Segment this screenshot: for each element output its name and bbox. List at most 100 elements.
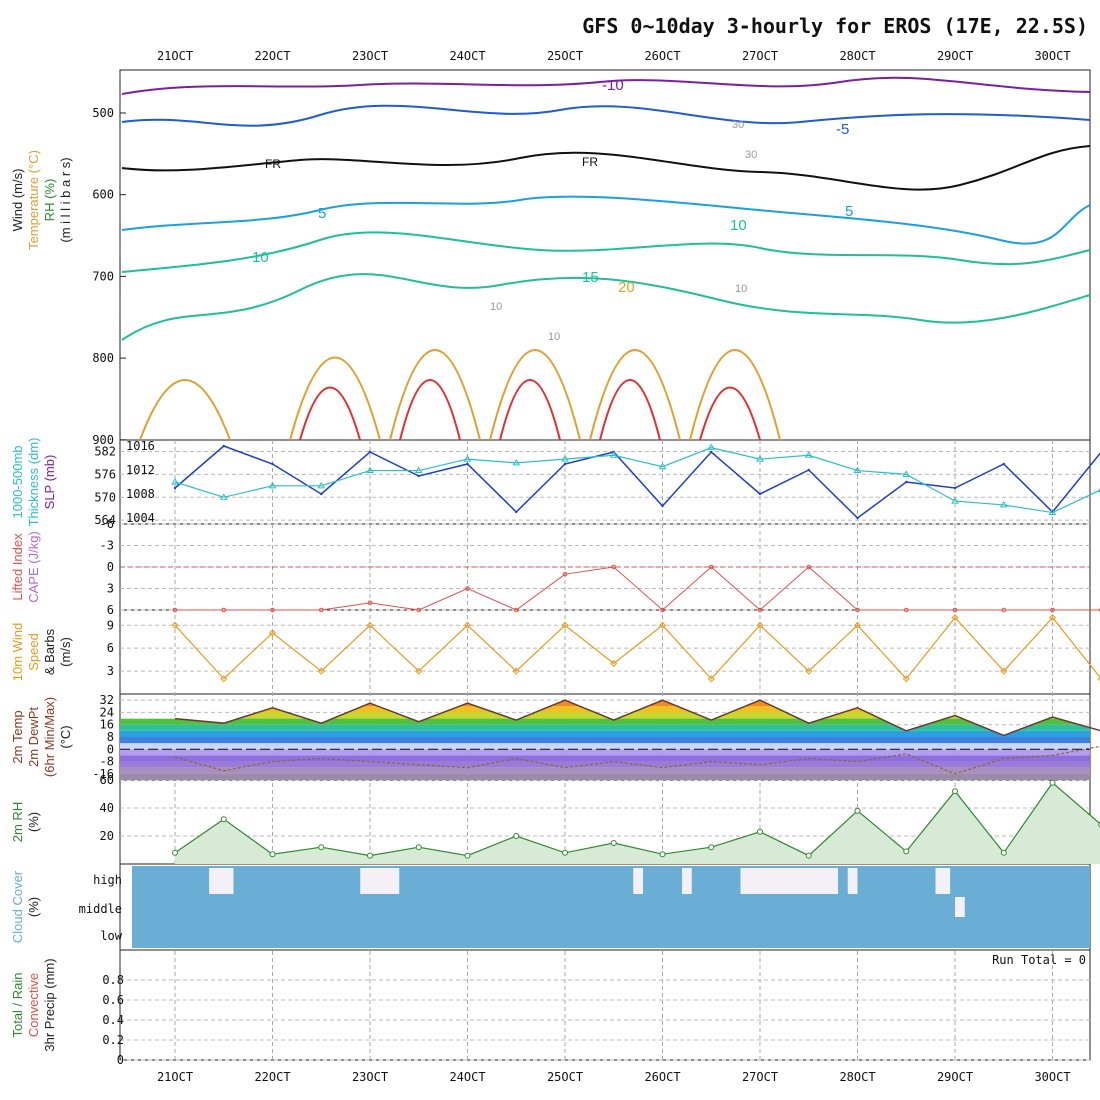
li-point [611,564,617,570]
cloud-patch [209,868,234,894]
wind-ylabel-barbs: & Barbs [42,628,57,675]
contour-5 [121,195,1091,245]
wind-speed-point [756,621,764,629]
slp-point [563,462,567,466]
wind-speed-point [463,621,472,629]
slp-point [710,450,713,454]
wind-speed-point [1000,667,1008,675]
temp-tick: -8 [100,755,114,769]
rh-point [415,844,422,851]
rh-point [269,851,276,858]
li-point [513,607,519,613]
li-point [465,586,470,591]
rh-point [708,844,715,851]
li-tick: 0 [107,560,114,574]
rh-point [1000,849,1007,856]
rh-point [854,807,861,814]
upper-contours [121,76,1091,441]
thickness-tick: 576 [94,467,116,481]
wind-speed-point [220,675,228,683]
slp-point [173,486,177,490]
slp-point [1002,462,1005,466]
wind-tick: 9 [107,618,114,632]
thickness-point [707,443,716,451]
wind-speed-point [951,614,959,622]
date-label-bottom: 30OCT [1034,1070,1070,1084]
temp-tick: -16 [92,767,114,781]
li-point [318,607,324,613]
precip-tick: 0.6 [102,993,124,1007]
contour-25 [299,379,761,441]
contour-20 [139,349,781,441]
wind-speed-point [658,621,667,629]
precip-ylabel-convective: Convective [26,973,41,1037]
slp-tick: 1008 [126,487,155,501]
li-ylabel: Lifted Index [10,533,25,601]
wind-speed-point [268,629,277,637]
precip-tick: 0.2 [102,1033,124,1047]
li-point [903,607,909,613]
rh-point [903,848,910,855]
contour-label-minus10: -10 [602,77,624,94]
temp-ylabel-minmax: (6hr Min/Max) [42,697,57,777]
contour-label-10-1: 10 [252,249,269,266]
thickness-point [463,455,472,462]
slp-point [661,504,664,508]
rh-point [952,788,958,795]
date-label-bottom: 21OCT [157,1070,193,1084]
rh-tick: 40 [100,801,114,815]
contour-label-10-grey-1: 10 [490,301,502,313]
upper-ylabel-rh: RH (%) [42,179,57,222]
contour-label-fr-1: FR [265,157,281,171]
thickness-point [268,481,277,489]
rh-point [1049,779,1056,786]
date-label-bottom: 28OCT [839,1070,875,1084]
temp-bands [120,700,1090,780]
li-point [806,564,812,570]
thickness-line [174,447,1100,514]
date-axes: 21OCT 21OCT 22OCT 22OCT 23OCT 23OCT 24OCT 24OCT… [157,49,1071,1084]
li-point [270,607,275,613]
cloud-patch [360,868,400,894]
cloud-patch [740,868,838,894]
rh-tick: 20 [100,829,114,843]
thickness-point [999,500,1008,508]
date-label-bottom: 27OCT [742,1070,778,1084]
slp-point [807,468,810,472]
li-point [660,607,665,613]
li-point [757,607,763,613]
wind-speed-point [366,621,374,629]
thickness-point [414,466,423,474]
date-label-bottom: 24OCT [449,1070,485,1084]
slp-point [222,444,225,448]
chart-title: GFS 0~10day 3-hourly for EROS (17E, 22.5… [582,14,1088,38]
wind-speed-point [171,621,179,629]
cloud-level-middle: middle [79,902,122,916]
cloud-patch [682,868,692,894]
precip-ylabel-3hr: 3hr Precip (mm) [42,958,57,1051]
date-label-top: 21OCT [157,49,193,63]
thickness-point [171,478,179,485]
temp-tick: 32 [100,693,114,707]
rh-ylabel-units: (%) [26,812,41,832]
li-tick: -6 [100,517,114,531]
thickness-tick: 564 [94,513,116,527]
contour-label-10-2: 10 [730,217,747,234]
wind-ylabel-10m: 10m Wind [10,623,25,682]
wind-ylabel-speed: Speed [26,633,41,671]
cloud-patch [633,868,643,894]
temp-band [120,700,1090,707]
rh-point [172,849,178,856]
pressure-tick: 800 [92,351,114,365]
rh-line [174,781,1100,857]
thickness-point [609,451,618,458]
rh-point [659,851,666,858]
y-axis-labels: Wind (m/s) Temperature (°C) RH (%) (m i l l… [10,150,73,1052]
precip-ylabel-total: Total / Rain [10,972,25,1037]
date-label-top: 25OCT [547,49,583,63]
cloud-ylabel-units: (%) [26,897,41,917]
li-point [367,600,373,606]
date-label-bottom: 26OCT [644,1070,680,1084]
run-total-label: Run Total = 0 [992,953,1086,967]
contour-label-30-2: 30 [745,149,757,161]
